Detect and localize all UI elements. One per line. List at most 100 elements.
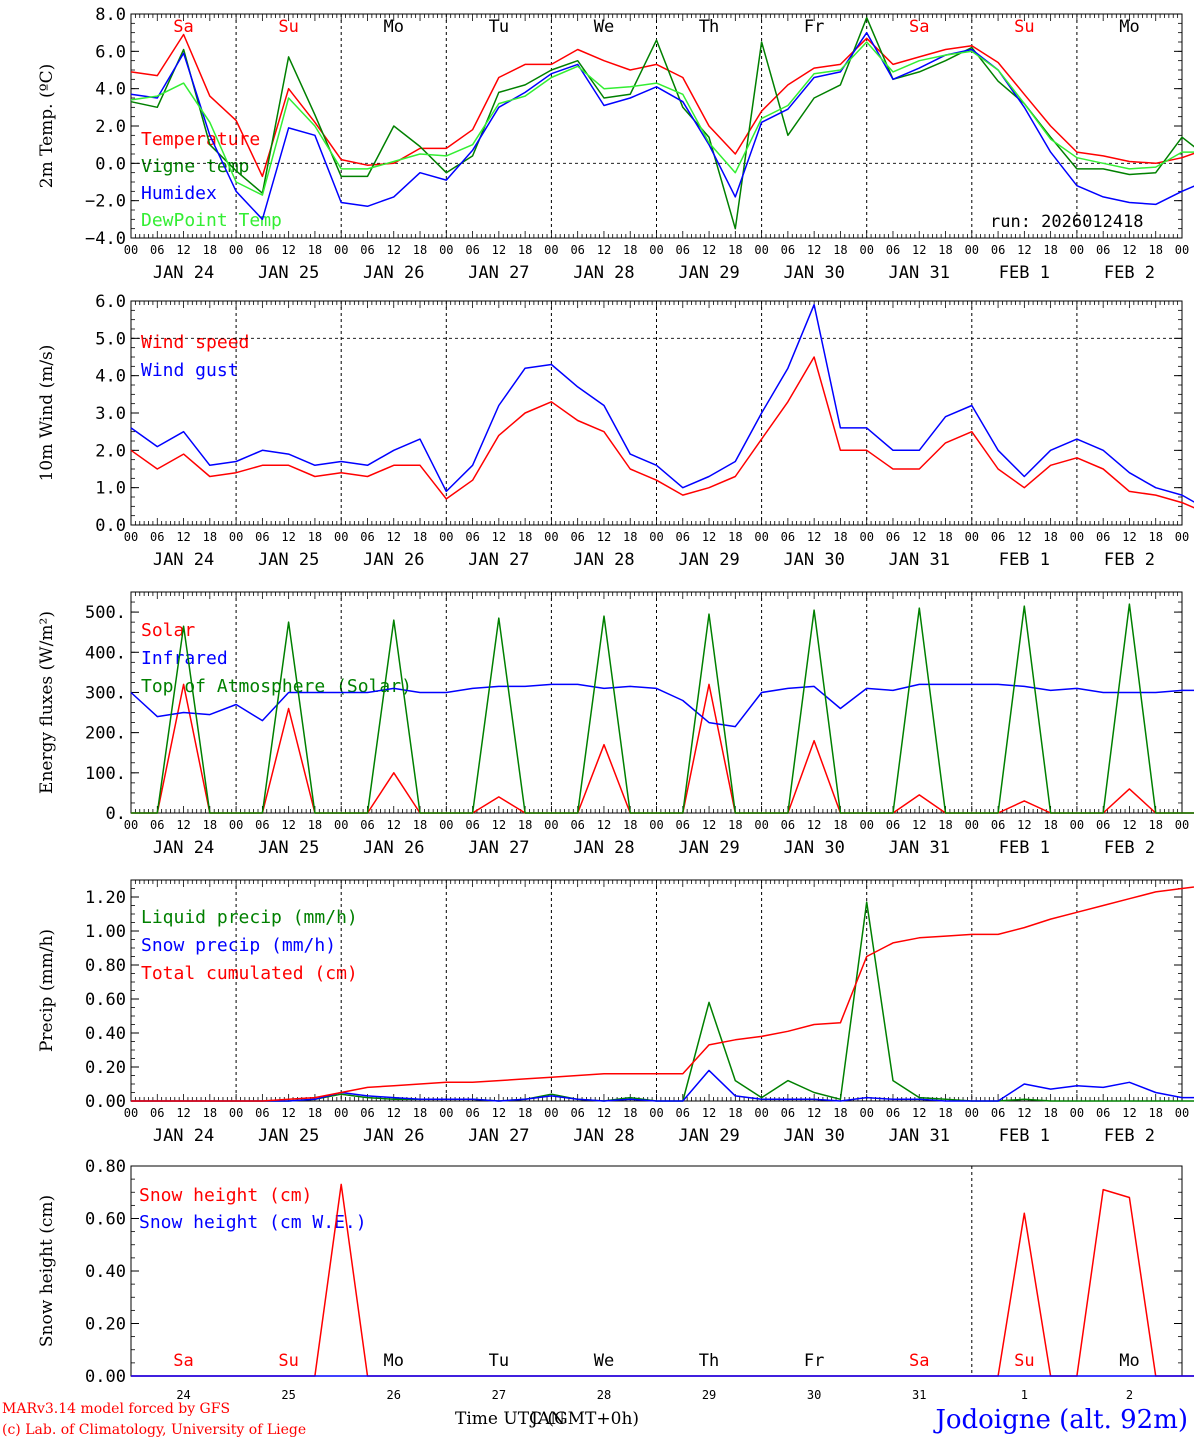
precip-legend: Liquid precip (mm/h) Snow precip (mm/h) … (141, 907, 358, 984)
snow-legend: Snow height (cm) Snow height (cm W.E.) (139, 1185, 367, 1233)
x-hour-label: 00 (859, 818, 873, 832)
x-date-label: JAN 26 (363, 1126, 424, 1146)
weekday-label: Sa (173, 1351, 193, 1371)
x-hour-label: 00 (124, 818, 138, 832)
legend-wind-gust: Wind gust (141, 360, 239, 381)
legend-humidex: Humidex (141, 183, 217, 204)
weekday-label: Su (1014, 1351, 1034, 1371)
x-hour-label: 06 (991, 530, 1005, 544)
x-date-label: JAN 24 (153, 838, 214, 858)
x-hour-label: 00 (439, 1106, 453, 1120)
x-hour-label: 18 (623, 530, 637, 544)
x-hour-label: 06 (676, 530, 690, 544)
x-date-label: JAN 24 (153, 1126, 214, 1146)
weekday-label: Mo (384, 1351, 404, 1371)
x-hour-label: 06 (1096, 818, 1110, 832)
x-hour-label: 06 (465, 818, 479, 832)
x-date-label: JAN 29 (678, 838, 739, 858)
x-date-label: FEB 2 (1104, 550, 1155, 570)
x-date-label: JAN 29 (678, 1126, 739, 1146)
x-hour-label: 00 (1175, 818, 1189, 832)
x-hour-label: 18 (518, 818, 532, 832)
y-tick-label: 0.40 (85, 1262, 126, 1282)
x-hour-label: 06 (465, 530, 479, 544)
y-tick-label: 8.0 (95, 5, 126, 25)
x-hour-label: 06 (886, 243, 900, 257)
legend-snow-height-we: Snow height (cm W.E.) (139, 1212, 367, 1233)
plot-frame (130, 13, 1183, 239)
x-hour-label: 12 (912, 1106, 926, 1120)
x-hour-label: 18 (833, 818, 847, 832)
series-line-total-cumulated-cm- (131, 886, 1194, 1102)
x-day-number: 31 (912, 1388, 926, 1402)
x-hour-label: 12 (387, 818, 401, 832)
weekday-label: Tu (489, 1351, 509, 1371)
x-hour-label: 12 (281, 818, 295, 832)
x-hour-label: 18 (413, 243, 427, 257)
y-tick-label: 2.0 (95, 117, 126, 137)
x-date-label: JAN 27 (468, 1126, 529, 1146)
x-hour-label: 12 (1122, 1106, 1136, 1120)
x-hour-label: 18 (833, 243, 847, 257)
x-hour-label: 00 (1070, 243, 1084, 257)
x-hour-label: 06 (360, 530, 374, 544)
y-tick-label: 4.0 (95, 367, 126, 387)
x-hour-label: 18 (623, 243, 637, 257)
x-hour-label: 00 (544, 818, 558, 832)
x-hour-label: 12 (912, 530, 926, 544)
x-hour-label: 06 (360, 243, 374, 257)
y-tick-label: 1.0 (95, 479, 126, 499)
x-date-label: JAN 31 (889, 550, 950, 570)
x-date-label: FEB 2 (1104, 1126, 1155, 1146)
y-tick-label: 400. (85, 643, 126, 663)
x-hour-label: 06 (360, 818, 374, 832)
x-hour-label: 12 (176, 1106, 190, 1120)
x-hour-label: 06 (465, 1106, 479, 1120)
x-hour-label: 18 (938, 530, 952, 544)
x-hour-label: 18 (1148, 530, 1162, 544)
x-hour-label: 00 (649, 243, 663, 257)
station-name: Jodoigne (alt. 92m) (932, 1405, 1188, 1435)
x-hour-label: 00 (649, 818, 663, 832)
x-hour-label: 06 (781, 243, 795, 257)
x-date-label: JAN 24 (153, 550, 214, 570)
y-tick-label: 4.0 (95, 80, 126, 100)
x-hour-label: 00 (965, 818, 979, 832)
x-date-label: JAN 24 (153, 263, 214, 283)
x-hour-label: 06 (150, 1106, 164, 1120)
x-date-label: JAN 25 (258, 550, 319, 570)
x-hour-label: 00 (229, 530, 243, 544)
x-hour-label: 12 (597, 243, 611, 257)
y-tick-label: 6.0 (95, 42, 126, 62)
x-hour-label: 12 (492, 1106, 506, 1120)
footer-copyright: (c) Lab. of Climatology, University of L… (2, 1422, 306, 1438)
x-day-number: 26 (387, 1388, 401, 1402)
x-date-label: JAN 26 (363, 550, 424, 570)
y-tick-label: 300. (85, 683, 126, 703)
x-axis-title: Time UTC (GMT+0h) (455, 1409, 639, 1429)
x-hour-label: 12 (387, 243, 401, 257)
x-hour-label: 00 (124, 243, 138, 257)
x-hour-label: 18 (203, 530, 217, 544)
y-axis-title: Precip (mm/h) (37, 929, 57, 1052)
x-hour-label: 06 (781, 1106, 795, 1120)
weekday-label: Su (278, 1351, 298, 1371)
x-hour-label: 06 (570, 243, 584, 257)
x-hour-label: 12 (702, 243, 716, 257)
x-hour-label: 00 (1070, 1106, 1084, 1120)
x-hour-label: 18 (1043, 530, 1057, 544)
x-day-number: 27 (492, 1388, 506, 1402)
x-hour-label: 12 (1017, 530, 1031, 544)
legend-liquid-precip: Liquid precip (mm/h) (141, 907, 358, 928)
x-axis-month: JAN (529, 1409, 565, 1429)
x-hour-label: 12 (1122, 243, 1136, 257)
run-label: run: 2026012418 (990, 212, 1144, 232)
x-hour-label: 12 (1122, 530, 1136, 544)
x-hour-label: 18 (308, 243, 322, 257)
x-hour-label: 06 (991, 818, 1005, 832)
x-date-label: JAN 30 (783, 1126, 844, 1146)
x-hour-label: 12 (807, 1106, 821, 1120)
y-tick-label: 0.80 (85, 956, 126, 976)
weekday-label: Mo (384, 17, 404, 37)
x-hour-label: 18 (728, 818, 742, 832)
